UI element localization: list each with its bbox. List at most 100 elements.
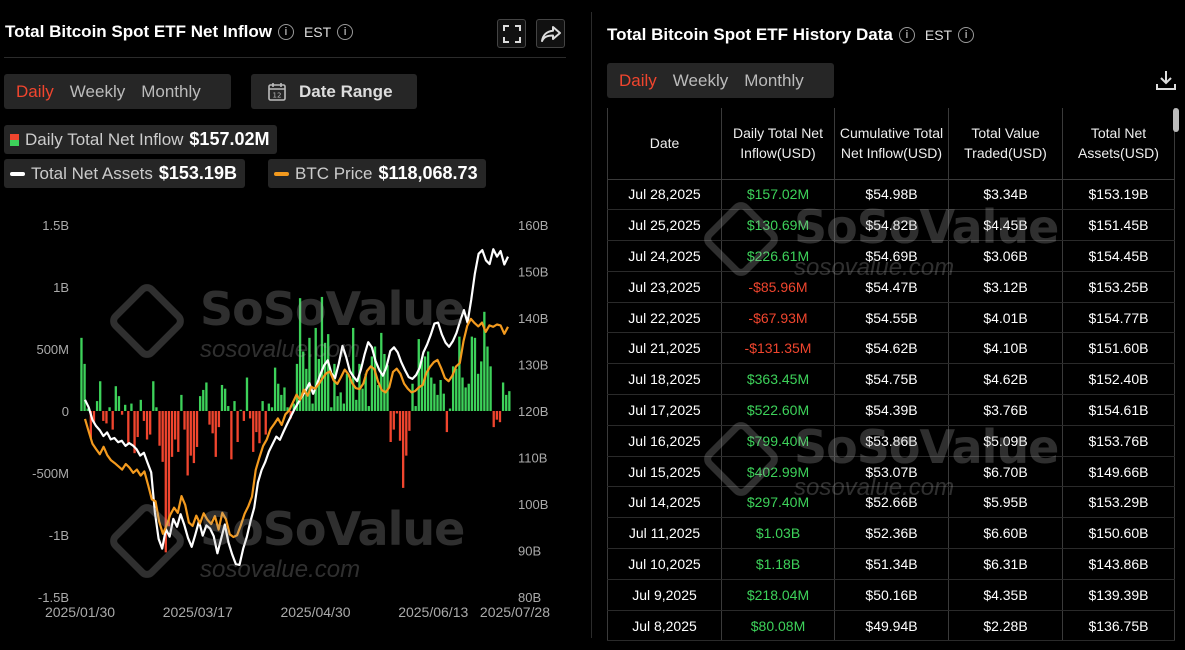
- date-cell: Jul 10,2025: [607, 548, 722, 580]
- inflow-bar: [405, 411, 408, 456]
- inflow-bar: [170, 411, 174, 457]
- legend-label: BTC Price: [295, 163, 373, 183]
- table-row[interactable]: Jul 18,2025 $363.45M $54.75B $4.62B $152.40B: [607, 363, 1175, 396]
- table-row[interactable]: Jul 10,2025 $1.18B $51.34B $6.31B $143.86B: [607, 548, 1175, 580]
- inflow-bar: [461, 377, 464, 411]
- column-header[interactable]: Date: [607, 108, 722, 180]
- inflow-bar: [130, 403, 133, 411]
- traded-cell: $4.45B: [948, 209, 1063, 242]
- inflow-bar: [451, 366, 455, 411]
- inflow-bar: [248, 411, 252, 419]
- inflow-bar: [302, 351, 305, 411]
- table-row[interactable]: Jul 9,2025 $218.04M $50.16B $4.35B $139.39B: [607, 579, 1175, 611]
- cumulative-cell: $54.39B: [834, 394, 949, 426]
- tab-monthly[interactable]: Monthly: [141, 81, 201, 101]
- column-header[interactable]: Daily Total Net Inflow(USD): [721, 108, 835, 180]
- legend-daily-inflow[interactable]: Daily Total Net Inflow $157.02M: [4, 125, 278, 154]
- tab-weekly[interactable]: Weekly: [672, 70, 729, 90]
- table-row[interactable]: Jul 24,2025 $226.61M $54.69B $3.06B $154.45B: [607, 240, 1175, 272]
- info-icon[interactable]: i: [277, 24, 294, 40]
- date-range-button[interactable]: 12 Date Range: [251, 74, 417, 109]
- inflow-bar: [486, 346, 489, 411]
- table-row[interactable]: Jul 8,2025 $80.08M $49.94B $2.28B $136.75B: [607, 610, 1175, 642]
- inflow-bar: [433, 383, 436, 411]
- inflow-bar: [114, 386, 117, 411]
- inflow-bar: [345, 373, 349, 411]
- inflow-bar: [389, 411, 392, 442]
- right-axis-tick: 80B: [518, 590, 541, 605]
- left-axis-tick: 500M: [36, 342, 69, 357]
- column-header[interactable]: Cumulative Total Net Inflow(USD): [834, 108, 949, 180]
- table-row[interactable]: Jul 25,2025 $130.69M $54.82B $4.45B $151.45B: [607, 209, 1175, 242]
- table-row[interactable]: Jul 11,2025 $1.03B $52.36B $6.60B $150.60B: [607, 517, 1175, 550]
- x-axis-tick: 2025/04/30: [280, 604, 350, 620]
- date-cell: Jul 16,2025: [607, 425, 722, 457]
- date-cell: Jul 21,2025: [607, 332, 722, 365]
- inflow-bar: [195, 411, 199, 447]
- inflow-bar: [348, 376, 352, 411]
- inflow-bar: [355, 399, 358, 411]
- inflow-bar: [214, 411, 217, 457]
- assets-cell: $154.77B: [1062, 302, 1175, 334]
- left-axis-tick: -500M: [32, 466, 69, 481]
- assets-cell: $153.29B: [1062, 486, 1175, 519]
- inflow-bar: [483, 311, 486, 411]
- inflow-bar: [286, 407, 289, 411]
- inflow-bar: [205, 382, 208, 411]
- inflow-bar: [398, 411, 402, 441]
- left-axis-tick: 0: [62, 404, 69, 419]
- inflow-bar: [377, 384, 380, 411]
- table-row[interactable]: Jul 16,2025 $799.40M $53.86B $5.09B $153.76B: [607, 425, 1175, 457]
- table-row[interactable]: Jul 22,2025 -$67.93M $54.55B $4.01B $154.77B: [607, 302, 1175, 334]
- assets-cell: $151.60B: [1062, 332, 1175, 365]
- traded-cell: $3.34B: [948, 179, 1063, 211]
- inflow-bar: [86, 408, 89, 411]
- inflow-bar: [108, 407, 111, 411]
- assets-cell: $136.75B: [1062, 610, 1175, 642]
- table-row[interactable]: Jul 28,2025 $157.02M $54.98B $3.34B $153.19B: [607, 179, 1175, 211]
- info-icon[interactable]: i: [337, 24, 354, 40]
- table-row[interactable]: Jul 21,2025 -$131.35M $54.62B $4.10B $151.60…: [607, 332, 1175, 365]
- table-scrollbar[interactable]: [1173, 108, 1179, 638]
- tab-daily[interactable]: Daily: [16, 81, 54, 101]
- legend-net-assets[interactable]: Total Net Assets $153.19B: [4, 159, 245, 188]
- share-button[interactable]: [536, 19, 565, 48]
- table-row[interactable]: Jul 17,2025 $522.60M $54.39B $3.76B $154.61B: [607, 394, 1175, 426]
- inflow-bar: [220, 384, 224, 411]
- inflow-bar: [236, 411, 239, 442]
- inflow-bar: [223, 388, 227, 411]
- info-icon[interactable]: i: [898, 27, 915, 43]
- assets-cell: $151.45B: [1062, 209, 1175, 242]
- traded-cell: $3.12B: [948, 271, 1063, 303]
- inflow-bar: [124, 404, 127, 411]
- inflow-bar: [314, 327, 317, 411]
- column-header[interactable]: Total Value Traded(USD): [948, 108, 1063, 180]
- right-title-row: Total Bitcoin Spot ETF History Data i ES…: [607, 25, 975, 45]
- fullscreen-button[interactable]: [497, 19, 526, 48]
- legend-value: $157.02M: [189, 129, 270, 149]
- table-row[interactable]: Jul 23,2025 -$85.96M $54.47B $3.12B $153.25B: [607, 271, 1175, 303]
- traded-cell: $6.70B: [948, 456, 1063, 488]
- tab-monthly[interactable]: Monthly: [744, 70, 804, 90]
- legend-label: Total Net Assets: [31, 163, 153, 183]
- scrollbar-thumb[interactable]: [1173, 108, 1179, 132]
- right-axis-tick: 120B: [518, 404, 548, 419]
- table-row[interactable]: Jul 14,2025 $297.40M $52.66B $5.95B $153.29B: [607, 486, 1175, 519]
- column-header[interactable]: Total Net Assets(USD): [1062, 108, 1175, 180]
- tab-daily[interactable]: Daily: [619, 70, 657, 90]
- inflow-bar: [208, 411, 211, 425]
- inflow-bar: [445, 411, 449, 433]
- info-icon[interactable]: i: [958, 27, 975, 43]
- table-row[interactable]: Jul 15,2025 $402.99M $53.07B $6.70B $149.66B: [607, 456, 1175, 488]
- left-title-row: Total Bitcoin Spot ETF Net Inflow i EST …: [5, 22, 354, 42]
- download-button[interactable]: [1154, 68, 1178, 97]
- inflow-chart[interactable]: 1.5B 1B 500M 0 -500M -1B -1.5B 160B 150B 140B 130B…: [0, 205, 578, 625]
- inflow-bar: [92, 411, 96, 423]
- inflow-bar: [202, 389, 205, 411]
- inflow-bar: [492, 411, 495, 428]
- right-axis-tick: 90B: [518, 544, 541, 559]
- date-range-label: Date Range: [299, 81, 393, 101]
- right-period-tabs: Daily Weekly Monthly: [607, 63, 834, 98]
- tab-weekly[interactable]: Weekly: [69, 81, 126, 101]
- legend-btc-price[interactable]: BTC Price $118,068.73: [268, 159, 486, 188]
